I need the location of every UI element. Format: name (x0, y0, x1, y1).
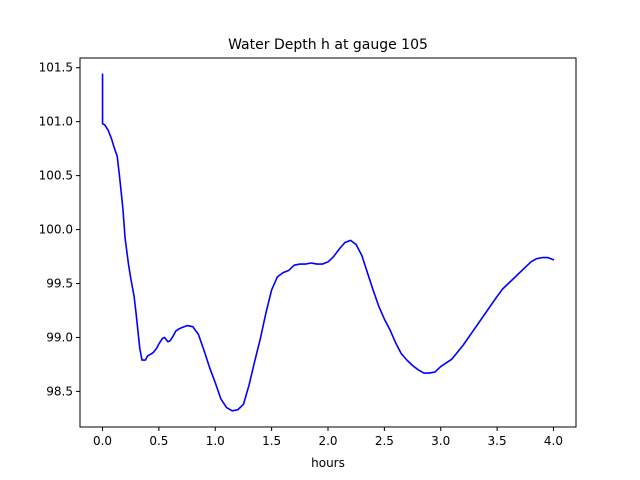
x-tick-label: 3.0 (431, 434, 450, 448)
x-tick-label: 2.5 (375, 434, 394, 448)
x-tick-label: 3.5 (488, 434, 507, 448)
x-tick-label: 1.5 (262, 434, 281, 448)
plot-area (101, 73, 555, 412)
x-tick-label: 4.0 (544, 434, 563, 448)
plot-frame (79, 57, 577, 428)
y-tick-label: 100.5 (39, 169, 73, 183)
x-tick-label: 0.0 (93, 434, 112, 448)
y-tick-label: 100.0 (39, 223, 73, 237)
x-tick-label: 2.0 (318, 434, 337, 448)
chart-title: Water Depth h at gauge 105 (228, 37, 428, 53)
y-tick-label: 101.0 (39, 115, 73, 129)
series-line-0 (101, 73, 555, 412)
x-axis-label: hours (311, 456, 345, 470)
x-tick-label: 1.0 (206, 434, 225, 448)
axis-ticks: 0.0 0.5 1.0 1.5 2.0 2.5 3.0 3.5 4.0 98.5 99.0 99.5 1… (39, 61, 563, 448)
x-tick-label: 0.5 (149, 434, 168, 448)
y-tick-label: 99.0 (46, 330, 73, 344)
y-tick-label: 99.5 (46, 277, 73, 291)
y-tick-label: 101.5 (39, 61, 73, 75)
y-tick-label: 98.5 (46, 384, 73, 398)
